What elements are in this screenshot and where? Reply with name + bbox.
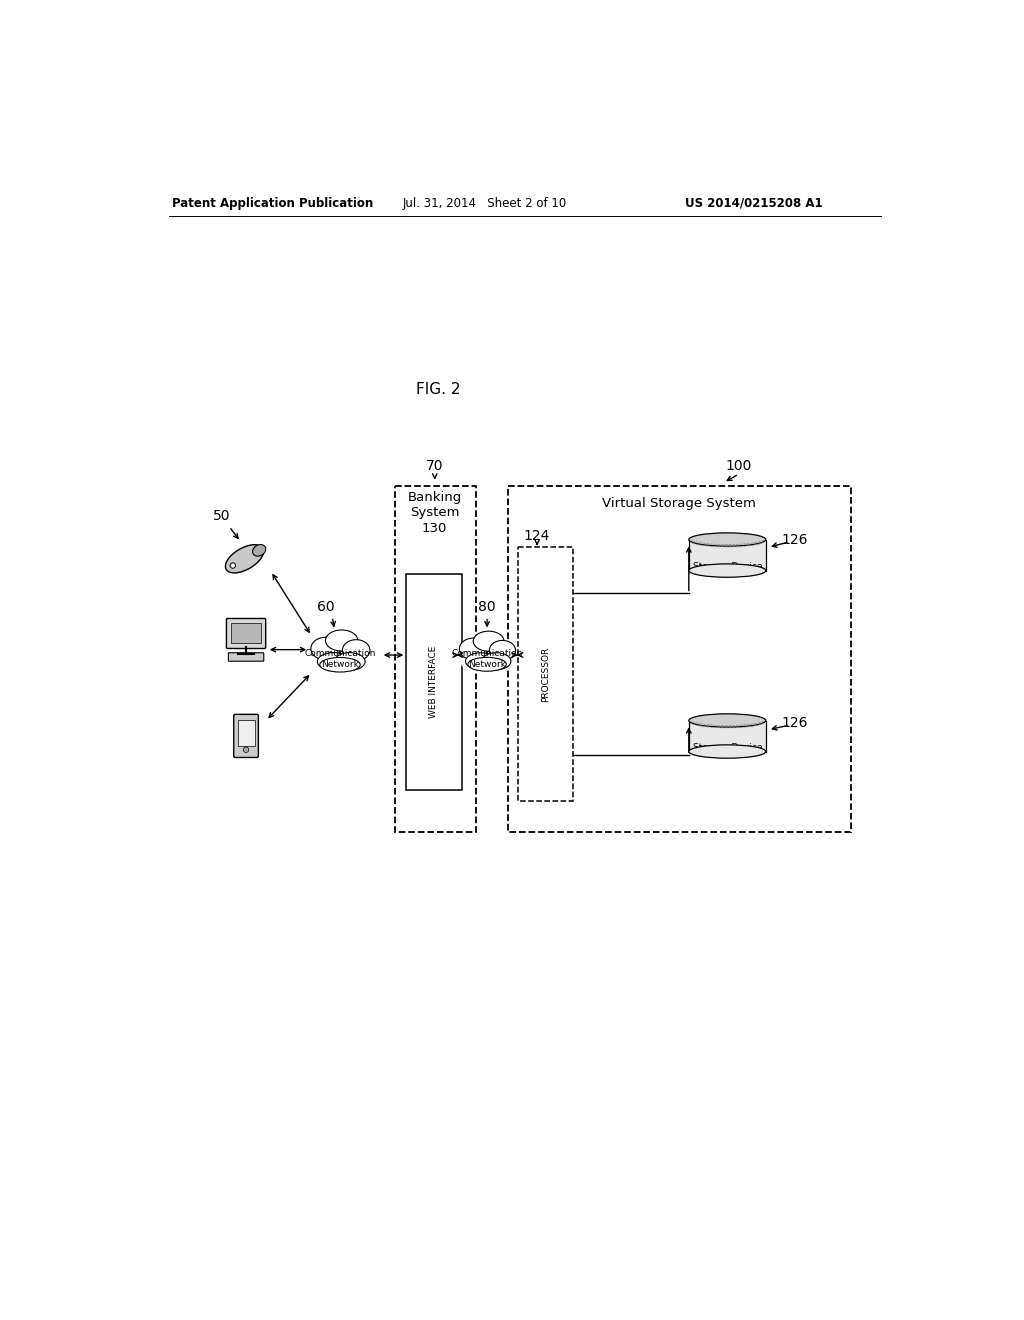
Ellipse shape — [460, 638, 487, 660]
Text: WEB INTERFACE: WEB INTERFACE — [429, 645, 438, 718]
Ellipse shape — [319, 657, 360, 672]
Text: Storage Device: Storage Device — [692, 743, 762, 752]
Text: 80: 80 — [478, 601, 496, 614]
Text: 124: 124 — [524, 529, 550, 543]
Ellipse shape — [457, 635, 517, 675]
Ellipse shape — [689, 533, 766, 546]
Ellipse shape — [244, 747, 249, 752]
Text: 70: 70 — [426, 459, 443, 474]
Ellipse shape — [317, 652, 350, 671]
Ellipse shape — [466, 653, 497, 669]
FancyBboxPatch shape — [230, 623, 261, 643]
Text: 130: 130 — [422, 523, 447, 536]
Ellipse shape — [308, 634, 372, 676]
Ellipse shape — [473, 631, 504, 651]
Text: Communication
Network: Communication Network — [452, 649, 523, 669]
Text: 126: 126 — [781, 532, 808, 546]
Ellipse shape — [225, 545, 263, 573]
FancyBboxPatch shape — [689, 721, 766, 751]
Ellipse shape — [689, 744, 766, 758]
Text: Storage Device: Storage Device — [692, 562, 762, 572]
Text: US 2014/0215208 A1: US 2014/0215208 A1 — [685, 197, 823, 210]
FancyBboxPatch shape — [228, 653, 264, 661]
Ellipse shape — [335, 652, 366, 671]
Ellipse shape — [326, 630, 357, 651]
Text: PROCESSOR: PROCESSOR — [541, 647, 550, 702]
Text: 100: 100 — [726, 459, 752, 474]
FancyBboxPatch shape — [233, 714, 258, 758]
Text: 60: 60 — [316, 601, 334, 614]
Text: 50: 50 — [213, 510, 230, 524]
Text: FIG. 2: FIG. 2 — [417, 381, 461, 397]
Text: Communication
Network: Communication Network — [304, 649, 376, 669]
FancyBboxPatch shape — [394, 486, 475, 832]
Text: 126: 126 — [781, 715, 808, 730]
Text: Patent Application Publication: Patent Application Publication — [172, 197, 374, 210]
Ellipse shape — [311, 638, 340, 660]
FancyBboxPatch shape — [238, 719, 255, 746]
Text: Virtual Storage System: Virtual Storage System — [602, 496, 756, 510]
FancyBboxPatch shape — [689, 540, 766, 570]
FancyBboxPatch shape — [407, 574, 462, 789]
Text: Jul. 31, 2014   Sheet 2 of 10: Jul. 31, 2014 Sheet 2 of 10 — [402, 197, 567, 210]
Ellipse shape — [230, 562, 236, 569]
FancyBboxPatch shape — [508, 486, 851, 832]
Ellipse shape — [689, 564, 766, 577]
Ellipse shape — [253, 545, 266, 556]
FancyBboxPatch shape — [226, 619, 265, 648]
Ellipse shape — [689, 714, 766, 727]
Ellipse shape — [342, 640, 370, 661]
Ellipse shape — [481, 653, 511, 669]
FancyBboxPatch shape — [518, 548, 573, 801]
Text: Banking
System: Banking System — [408, 491, 462, 519]
Ellipse shape — [468, 657, 506, 671]
Ellipse shape — [489, 640, 515, 660]
